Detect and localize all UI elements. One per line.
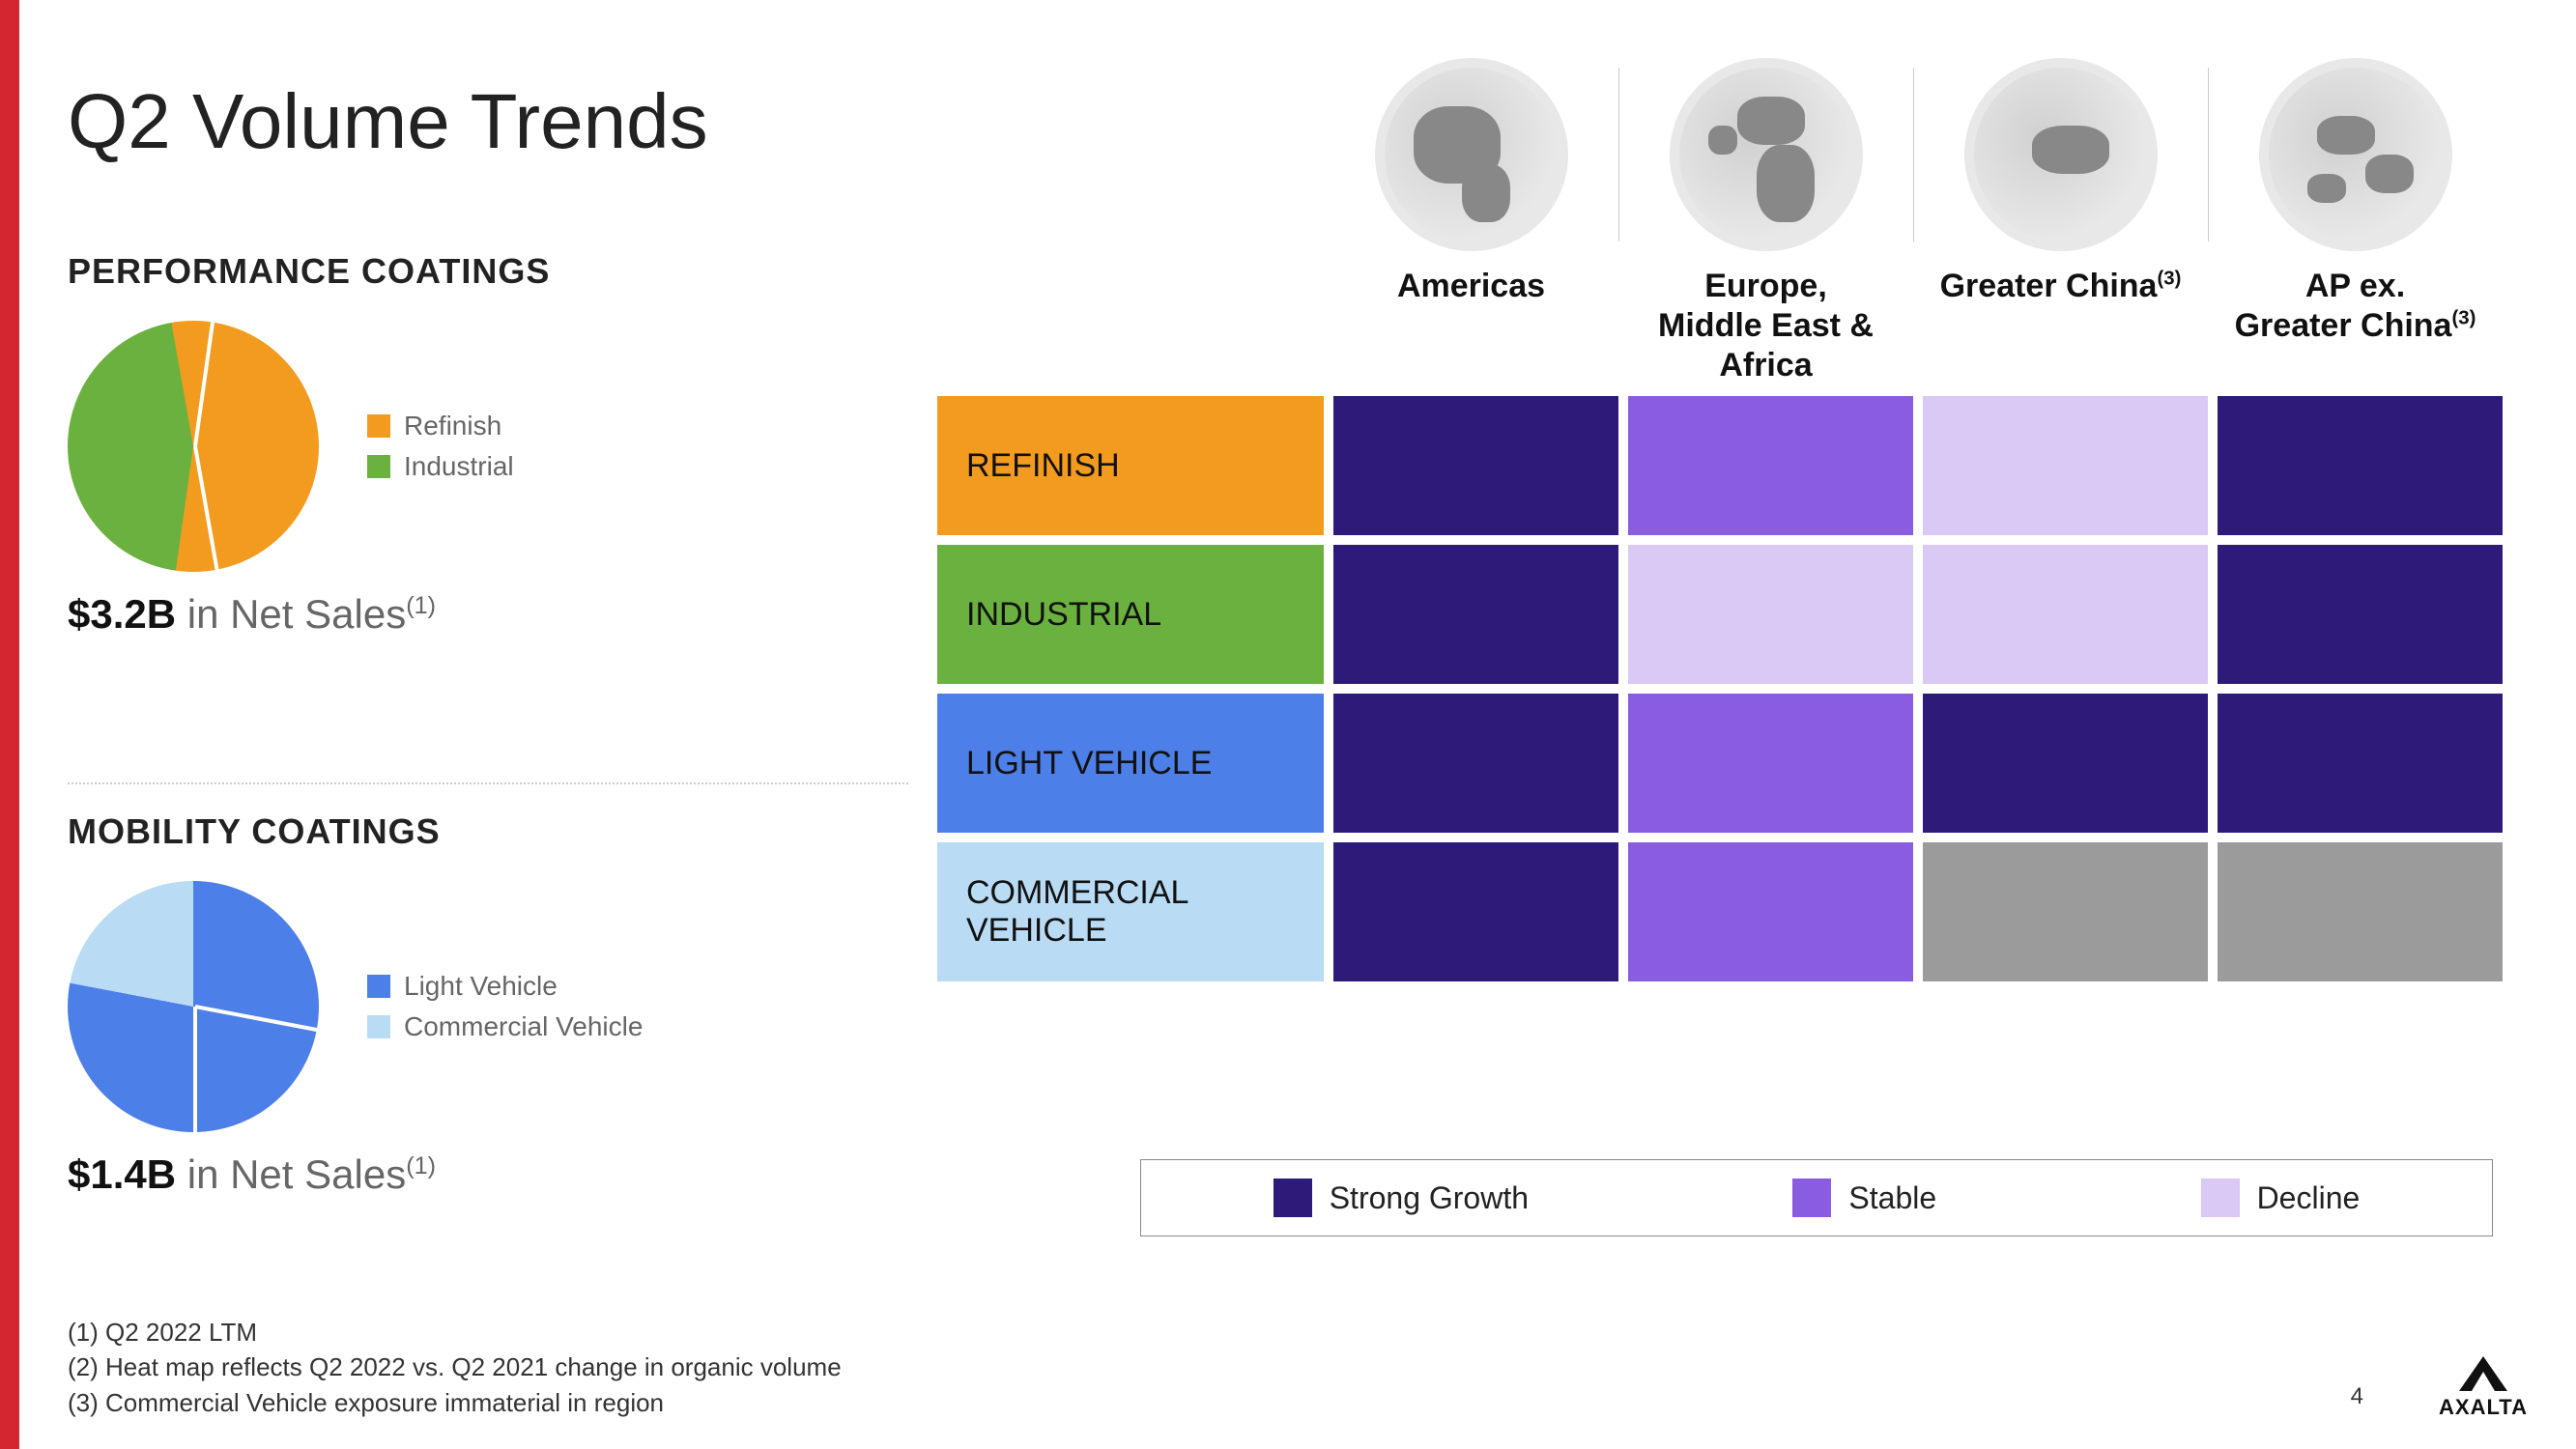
- performance-sales: $3.2B in Net Sales(1): [68, 591, 908, 638]
- region-label: Europe, Middle East & Africa: [1658, 267, 1874, 384]
- footnote: (3) Commercial Vehicle exposure immateri…: [68, 1385, 842, 1420]
- heatmap-cell: [1923, 396, 2208, 535]
- heatmap-legend-item: Strong Growth: [1274, 1179, 1529, 1217]
- heatmap-row: LIGHT VEHICLE: [937, 694, 2503, 833]
- heatmap-cell: [2218, 396, 2503, 535]
- heatmap-cell: [1628, 842, 1913, 981]
- heatmap-row: REFINISH: [937, 396, 2503, 535]
- legend-item: Light Vehicle: [367, 971, 643, 1002]
- mobility-pie-chart: [68, 881, 319, 1132]
- legend-label: Decline: [2257, 1180, 2361, 1216]
- heatmap-cell: [1923, 842, 2208, 981]
- region-column: Americas: [1324, 58, 1618, 384]
- section-divider: [68, 782, 908, 784]
- globe-icon: [1375, 58, 1568, 251]
- sales-footnote-ref: (1): [406, 1152, 436, 1179]
- region-label: Greater China(3): [1940, 267, 2182, 373]
- legend-swatch: [367, 414, 390, 438]
- region-label: Americas: [1397, 267, 1545, 373]
- legend-item: Industrial: [367, 451, 514, 482]
- heatmap-cell: [1628, 545, 1913, 684]
- mobility-sales: $1.4B in Net Sales(1): [68, 1151, 908, 1198]
- heatmap-cell: [1628, 396, 1913, 535]
- heatmap-cell: [1628, 694, 1913, 833]
- legend-swatch: [1792, 1179, 1831, 1217]
- mobility-heading: MOBILITY COATINGS: [68, 811, 908, 852]
- row-label: COMMERCIAL VEHICLE: [937, 842, 1324, 981]
- region-headers: Americas Europe, Middle East & Africa Grea…: [1324, 58, 2503, 384]
- heatmap-grid: REFINISHINDUSTRIALLIGHT VEHICLECOMMERCIA…: [937, 396, 2503, 981]
- row-label: REFINISH: [937, 396, 1324, 535]
- performance-pie-chart: [68, 321, 319, 572]
- region-label: AP ex.Greater China(3): [2235, 267, 2476, 373]
- globe-icon: [1670, 58, 1863, 251]
- heatmap-cell: [1923, 694, 2208, 833]
- legend-swatch: [1274, 1179, 1312, 1217]
- heatmap-row: INDUSTRIAL: [937, 545, 2503, 684]
- region-column: AP ex.Greater China(3): [2208, 58, 2503, 384]
- legend-label: Light Vehicle: [404, 971, 558, 1002]
- globe-icon: [1964, 58, 2158, 251]
- row-label: LIGHT VEHICLE: [937, 694, 1324, 833]
- sales-value: $3.2B: [68, 591, 176, 637]
- legend-label: Commercial Vehicle: [404, 1011, 643, 1042]
- heatmap-cell: [1333, 545, 1618, 684]
- page-title: Q2 Volume Trends: [68, 77, 708, 166]
- heatmap-legend-item: Decline: [2201, 1179, 2361, 1217]
- page-number: 4: [2351, 1383, 2363, 1410]
- globe-icon: [2259, 58, 2452, 251]
- legend-swatch: [367, 1015, 390, 1038]
- legend-item: Refinish: [367, 411, 514, 441]
- heatmap-cell: [1333, 842, 1618, 981]
- brand-logo: AXALTA: [2439, 1354, 2528, 1420]
- sales-label: in Net Sales: [176, 591, 406, 637]
- heatmap-row: COMMERCIAL VEHICLE: [937, 842, 2503, 981]
- performance-heading: PERFORMANCE COATINGS: [68, 251, 908, 292]
- region-column: Europe, Middle East & Africa: [1618, 58, 1913, 384]
- sales-value: $1.4B: [68, 1151, 176, 1197]
- legend-label: Stable: [1848, 1180, 1936, 1216]
- heatmap-cell: [2218, 842, 2503, 981]
- accent-bar: [0, 0, 19, 1449]
- heatmap-area: Americas Europe, Middle East & Africa Grea…: [937, 58, 2503, 991]
- heatmap-legend: Strong Growth Stable Decline: [1140, 1159, 2493, 1236]
- heatmap-cell: [2218, 545, 2503, 684]
- row-label: INDUSTRIAL: [937, 545, 1324, 684]
- footnotes: (1) Q2 2022 LTM (2) Heat map reflects Q2…: [68, 1315, 842, 1420]
- legend-label: Refinish: [404, 411, 501, 441]
- legend-item: Commercial Vehicle: [367, 1011, 643, 1042]
- legend-label: Strong Growth: [1330, 1180, 1529, 1216]
- footnote: (2) Heat map reflects Q2 2022 vs. Q2 202…: [68, 1350, 842, 1384]
- logo-icon: [2454, 1354, 2512, 1393]
- heatmap-legend-item: Stable: [1792, 1179, 1936, 1217]
- region-column: Greater China(3): [1913, 58, 2208, 384]
- heatmap-cell: [2218, 694, 2503, 833]
- legend-label: Industrial: [404, 451, 514, 482]
- footnote: (1) Q2 2022 LTM: [68, 1315, 842, 1350]
- performance-section: PERFORMANCE COATINGS Refinish Industrial…: [68, 251, 908, 638]
- sales-label: in Net Sales: [176, 1151, 406, 1197]
- mobility-section: MOBILITY COATINGS Light Vehicle Commerci…: [68, 811, 908, 1198]
- heatmap-cell: [1333, 694, 1618, 833]
- heatmap-cell: [1333, 396, 1618, 535]
- performance-legend: Refinish Industrial: [367, 411, 514, 482]
- legend-swatch: [367, 455, 390, 478]
- mobility-legend: Light Vehicle Commercial Vehicle: [367, 971, 643, 1042]
- legend-swatch: [367, 975, 390, 998]
- logo-text: AXALTA: [2439, 1395, 2528, 1419]
- sales-footnote-ref: (1): [406, 592, 436, 619]
- legend-swatch: [2201, 1179, 2240, 1217]
- heatmap-cell: [1923, 545, 2208, 684]
